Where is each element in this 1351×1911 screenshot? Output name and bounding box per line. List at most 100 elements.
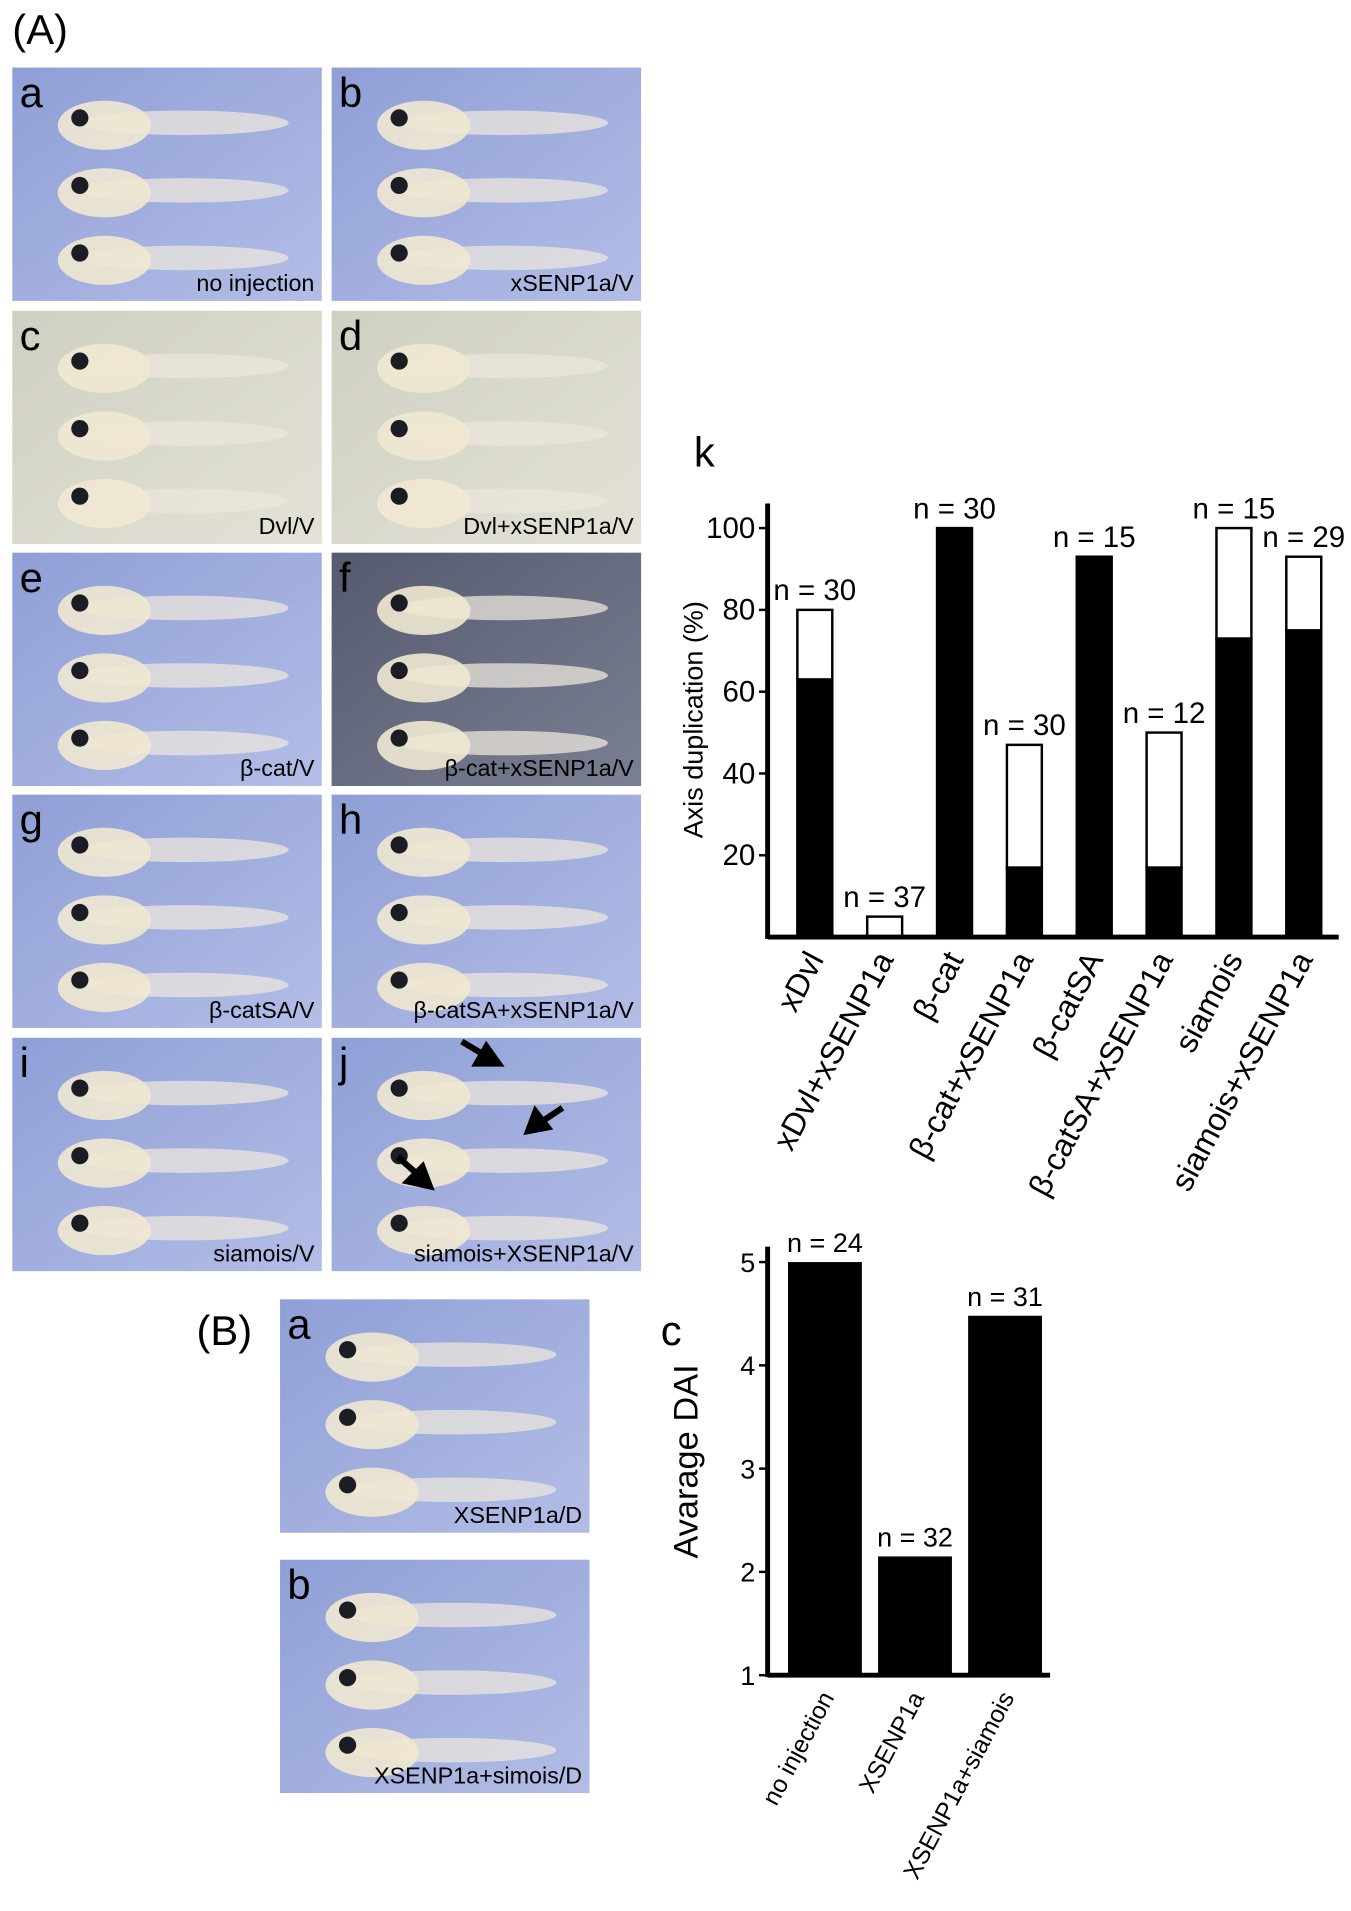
x-tick-label: siamois+xSENP1a — [1163, 945, 1319, 1196]
panel-letter: b — [287, 1561, 310, 1608]
embryo-body — [57, 827, 152, 877]
y-tick-label: 80 — [723, 594, 756, 627]
n-label: n = 29 — [1262, 521, 1345, 554]
x-tick-label: xDvl — [770, 946, 831, 1018]
y-axis-label: Avarage DAI — [668, 1364, 706, 1558]
embryo-body — [57, 478, 152, 529]
embryo-eye — [71, 176, 89, 195]
embryo-eye — [338, 1736, 357, 1754]
n-label: n = 30 — [773, 574, 856, 607]
y-tick-label: 3 — [740, 1454, 755, 1484]
panel-caption: β-catSA/V — [209, 997, 315, 1023]
panel-caption: β-cat+xSENP1a/V — [445, 755, 635, 781]
panel-letter: c — [661, 1307, 682, 1354]
embryo-body — [57, 1070, 152, 1121]
bar-segment — [1005, 866, 1044, 939]
y-tick-label: 5 — [740, 1248, 755, 1278]
bar — [787, 1262, 862, 1676]
embryo-body — [377, 100, 471, 150]
embryo-eye — [390, 1079, 408, 1097]
y-tick-label: 4 — [740, 1351, 755, 1381]
y-tick-label: 1 — [740, 1661, 755, 1691]
panel-letter: i — [20, 1039, 29, 1086]
embryo-body — [377, 478, 471, 529]
photo: i siamois/V — [12, 1037, 322, 1272]
panel-letter: a — [287, 1301, 311, 1348]
n-label: n = 15 — [1053, 521, 1136, 554]
bar — [968, 1315, 1042, 1676]
embryo-eye — [71, 420, 89, 438]
y-tick-label: 100 — [706, 512, 755, 545]
photo: a no injection — [12, 67, 322, 301]
embryo-body — [57, 411, 152, 461]
embryo-body — [57, 168, 152, 218]
embryo-eye — [390, 244, 408, 262]
x-tick-label: XSENP1a — [854, 1687, 930, 1798]
panel-caption: XSENP1a/D — [454, 1502, 582, 1528]
y-tick-label: 20 — [723, 839, 756, 872]
bar-segment — [1285, 555, 1323, 632]
bar-segment — [1215, 637, 1253, 939]
photo-panels: a no injection b xSENP1a/V c Dvl/V d Dvl+xSENP1… — [12, 67, 642, 1794]
embryo-eye — [390, 729, 408, 747]
embryo-body — [57, 235, 152, 285]
embryo-body — [325, 1592, 419, 1643]
embryo-body — [377, 827, 471, 877]
embryo-body — [325, 1467, 419, 1517]
embryo-body — [57, 343, 152, 394]
n-label: n = 37 — [843, 881, 926, 914]
embryo-body — [377, 1070, 471, 1121]
photo: e β-cat/V — [12, 552, 322, 787]
bar-chart: k Axis duplication (%) 20 40 60 80 100 n = 30 xD… — [679, 429, 1346, 1202]
bar-segment — [796, 608, 834, 681]
embryo-body — [325, 1660, 419, 1710]
embryo-eye — [390, 176, 408, 195]
panel-letter: h — [339, 796, 362, 843]
embryo-eye — [390, 903, 408, 922]
photo: f β-cat+xSENP1a/V — [331, 552, 642, 787]
photo: h β-catSA+xSENP1a/V — [331, 794, 642, 1028]
panel-caption: XSENP1a+simois/D — [374, 1762, 582, 1788]
embryo-body — [377, 411, 471, 461]
photo: j siamois+XSENP1a/V — [331, 1037, 642, 1272]
panel-caption: Dvl/V — [259, 513, 315, 539]
n-label: n = 30 — [913, 492, 996, 525]
bar-segment — [1145, 866, 1183, 939]
bar-segment — [796, 678, 834, 939]
embryo-body — [57, 653, 152, 703]
bar-chart: c Avarage DAI 1 2 3 4 5 n = 24 no injection n = 3… — [661, 1228, 1051, 1884]
embryo-eye — [390, 109, 408, 127]
embryo-body — [377, 343, 471, 394]
x-tick-label: no injection — [758, 1687, 840, 1809]
panel-letter: j — [337, 1039, 348, 1086]
embryo-body — [57, 720, 152, 771]
embryo-eye — [338, 1669, 357, 1687]
panel-caption: siamois/V — [213, 1240, 315, 1266]
embryo-eye — [390, 836, 408, 854]
y-tick-label: 40 — [723, 757, 756, 790]
y-tick-label: 2 — [740, 1558, 755, 1588]
embryo-eye — [390, 971, 408, 989]
embryo-eye — [338, 1408, 357, 1426]
embryo-body — [57, 895, 152, 945]
photo: b xSENP1a/V — [331, 67, 642, 301]
arrows — [395, 1038, 565, 1191]
n-label: n = 31 — [967, 1282, 1043, 1312]
panel-caption: siamois+XSENP1a/V — [414, 1240, 634, 1266]
n-label: n = 32 — [877, 1523, 953, 1553]
bar — [878, 1556, 952, 1676]
embryo-eye — [71, 1147, 89, 1165]
panel-letter: g — [20, 796, 43, 843]
bar-segment — [865, 915, 904, 939]
panel-letter: f — [339, 554, 351, 601]
y-tick-label: 60 — [723, 676, 756, 709]
bar-segment — [1075, 555, 1113, 939]
photo: b XSENP1a+simois/D — [280, 1559, 590, 1794]
embryo-eye — [338, 1601, 357, 1619]
panel-letter: b — [339, 69, 362, 116]
embryo-body — [377, 235, 471, 285]
n-label: n = 30 — [983, 709, 1066, 742]
panel-caption: xSENP1a/V — [511, 270, 635, 296]
embryo-body — [57, 962, 152, 1012]
